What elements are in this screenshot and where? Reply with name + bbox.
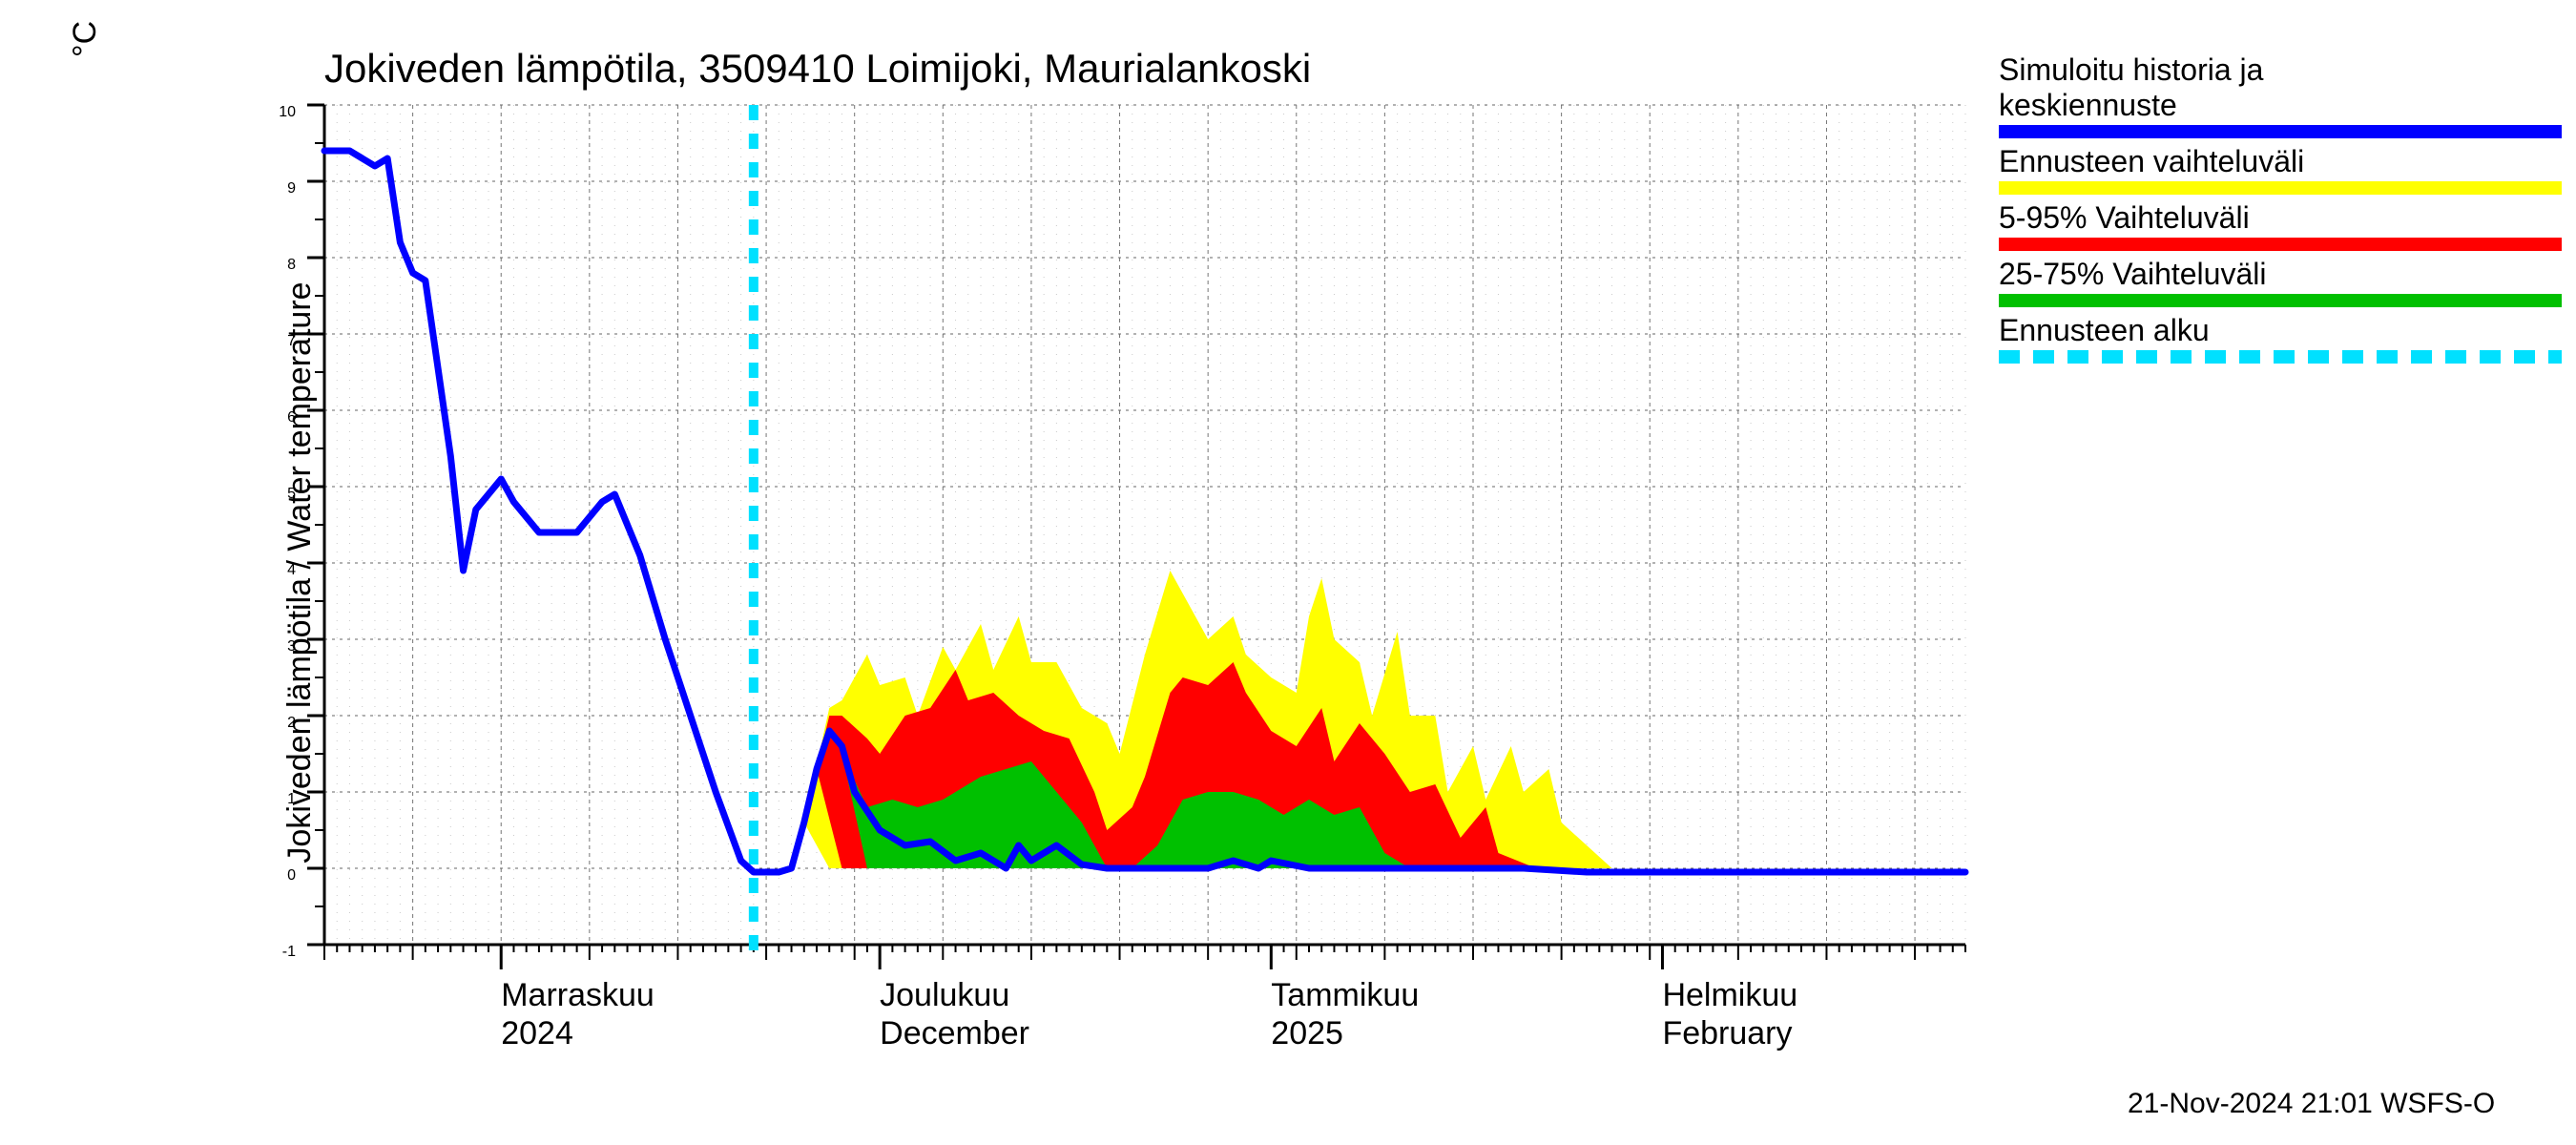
legend-label: 25-75% Vaihteluväli <box>1999 257 2562 294</box>
svg-text:3: 3 <box>287 638 296 655</box>
x-axis-label: Tammikuu <box>1271 977 1419 1014</box>
legend-item: Ennusteen vaihteluväli <box>1999 144 2562 195</box>
svg-text:7: 7 <box>287 333 296 349</box>
legend-swatch <box>1999 181 2562 195</box>
svg-text:5: 5 <box>287 486 296 502</box>
svg-text:4: 4 <box>287 562 296 578</box>
legend-label: Simuloitu historia jakeskiennuste <box>1999 52 2562 125</box>
y-axis-unit: °C <box>67 21 104 57</box>
svg-text:-1: -1 <box>282 944 296 960</box>
legend-item: Simuloitu historia jakeskiennuste <box>1999 52 2562 138</box>
legend-label: Ennusteen alku <box>1999 313 2562 350</box>
x-axis-sublabel: February <box>1662 1015 1792 1052</box>
svg-text:9: 9 <box>287 180 296 197</box>
x-axis-sublabel: December <box>880 1015 1029 1052</box>
legend: Simuloitu historia jakeskiennuste Ennuste… <box>1999 52 2562 369</box>
svg-text:8: 8 <box>287 257 296 273</box>
legend-item: Ennusteen alku <box>1999 313 2562 364</box>
x-axis-sublabel: 2025 <box>1271 1015 1343 1052</box>
svg-text:2: 2 <box>287 715 296 731</box>
x-axis-label: Helmikuu <box>1662 977 1797 1014</box>
svg-text:1: 1 <box>287 791 296 807</box>
svg-text:0: 0 <box>287 867 296 884</box>
legend-label: Ennusteen vaihteluväli <box>1999 144 2562 181</box>
plot-area: -1012345678910 <box>324 95 1965 1030</box>
chart-title: Jokiveden lämpötila, 3509410 Loimijoki, … <box>324 46 1311 92</box>
svg-text:6: 6 <box>287 409 296 426</box>
x-axis-label: Marraskuu <box>501 977 654 1014</box>
svg-text:10: 10 <box>279 104 296 120</box>
legend-item: 25-75% Vaihteluväli <box>1999 257 2562 307</box>
legend-item: 5-95% Vaihteluväli <box>1999 200 2562 251</box>
legend-label: 5-95% Vaihteluväli <box>1999 200 2562 238</box>
legend-swatch <box>1999 125 2562 138</box>
legend-swatch <box>1999 238 2562 251</box>
x-axis-label: Joulukuu <box>880 977 1009 1014</box>
legend-swatch <box>1999 350 2562 364</box>
x-axis-sublabel: 2024 <box>501 1015 573 1052</box>
legend-swatch <box>1999 294 2562 307</box>
timestamp: 21-Nov-2024 21:01 WSFS-O <box>2128 1088 2495 1120</box>
